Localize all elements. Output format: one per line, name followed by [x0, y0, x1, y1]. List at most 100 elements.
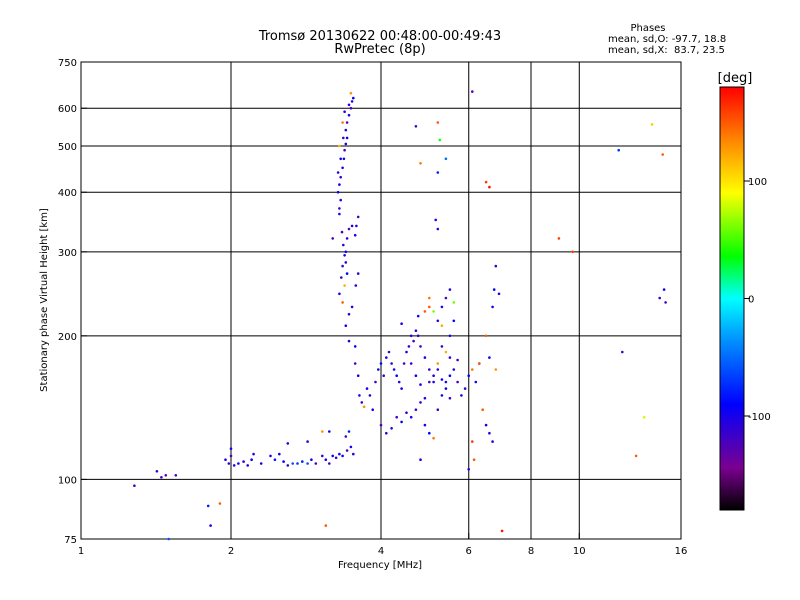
y-tick-label: 750: [58, 58, 77, 69]
data-point: [338, 212, 341, 216]
data-point: [229, 447, 233, 451]
data-point: [392, 368, 396, 371]
data-point: [456, 358, 459, 362]
data-point: [400, 387, 403, 390]
phases-o-stats: mean, sd,O: -97.7, 18.8: [608, 34, 726, 45]
data-point: [324, 458, 328, 462]
data-point: [350, 305, 354, 309]
x-tick-label: 2: [228, 546, 234, 557]
data-point: [347, 312, 351, 316]
data-point: [397, 380, 401, 384]
data-point: [436, 121, 440, 124]
data-point: [338, 183, 341, 186]
data-point: [340, 276, 343, 279]
data-point: [314, 462, 318, 465]
data-point: [385, 356, 388, 359]
colorbar-label: [deg]: [718, 71, 753, 86]
data-point: [436, 408, 440, 412]
data-point: [416, 314, 420, 318]
data-point: [344, 142, 348, 146]
data-point: [390, 427, 393, 430]
data-point: [471, 440, 474, 443]
data-point: [353, 362, 357, 365]
data-point: [377, 368, 380, 371]
data-point: [414, 125, 418, 128]
data-point: [444, 380, 448, 384]
data-point: [438, 138, 442, 142]
data-point: [341, 166, 344, 170]
x-tick-label: 4: [378, 546, 384, 557]
data-point: [347, 103, 351, 107]
data-point: [341, 454, 344, 458]
data-point: [345, 237, 349, 240]
data-point: [349, 445, 353, 449]
data-point: [321, 454, 324, 458]
data-point: [448, 356, 452, 359]
data-point: [345, 121, 349, 124]
data-point: [354, 284, 358, 287]
data-point: [350, 100, 354, 103]
data-point: [491, 440, 494, 443]
data-point: [328, 462, 331, 465]
data-point: [164, 474, 168, 477]
data-point: [342, 243, 345, 247]
data-point: [360, 401, 364, 404]
data-point: [444, 387, 448, 390]
data-point: [278, 452, 281, 456]
data-point: [414, 374, 418, 378]
y-tick-label: 75: [64, 535, 77, 546]
data-point: [428, 305, 431, 309]
data-point: [423, 423, 427, 427]
data-point: [419, 458, 422, 462]
data-point: [296, 462, 299, 465]
data-point: [301, 460, 304, 463]
data-point: [471, 368, 474, 371]
data-point: [452, 319, 456, 323]
data-point: [395, 374, 399, 378]
data-point: [432, 380, 435, 384]
data-point: [291, 462, 295, 465]
data-point: [371, 408, 375, 412]
data-point: [444, 157, 448, 161]
data-point: [412, 339, 415, 343]
data-point: [436, 319, 440, 323]
data-point: [436, 171, 440, 174]
data-point: [472, 458, 476, 462]
data-point: [432, 374, 435, 378]
data-point: [229, 454, 233, 458]
x-tick-label: 8: [528, 546, 534, 557]
data-point: [347, 227, 351, 231]
data-point: [432, 310, 435, 313]
data-point: [448, 288, 452, 291]
data-point: [471, 90, 474, 93]
data-point: [440, 305, 444, 309]
data-point: [617, 148, 620, 152]
data-point: [405, 411, 408, 415]
data-point: [368, 394, 372, 397]
colorbar: [719, 86, 745, 511]
data-point: [436, 362, 440, 365]
data-point: [467, 374, 471, 378]
x-tick-label: 16: [675, 546, 688, 557]
data-point: [349, 106, 353, 110]
data-point: [339, 157, 343, 161]
colorbar-tick-label: -100: [748, 412, 771, 423]
data-point: [341, 301, 344, 304]
data-point: [321, 430, 324, 433]
data-point: [658, 296, 661, 300]
data-point: [232, 464, 236, 467]
data-point: [409, 362, 413, 365]
data-point: [650, 123, 654, 126]
data-point: [286, 442, 290, 445]
x-tick-label: 6: [466, 546, 472, 557]
data-point: [334, 456, 338, 460]
y-tick-label: 400: [58, 188, 77, 199]
data-point: [374, 380, 377, 384]
data-point: [353, 345, 357, 348]
data-point: [407, 345, 411, 348]
data-point: [343, 110, 346, 113]
data-point: [218, 502, 222, 505]
data-point: [440, 324, 444, 328]
data-point: [481, 408, 485, 412]
data-point: [423, 356, 427, 359]
